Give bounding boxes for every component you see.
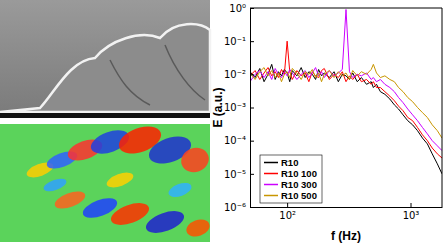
y-tick-label: 10⁻⁴ <box>224 135 246 146</box>
legend-swatch <box>264 173 278 175</box>
x-axis-title: f (Hz) <box>331 229 361 243</box>
legend-swatch <box>264 162 278 164</box>
figure: 10² 10³ 10⁰ 10⁻¹ 10⁻² 10⁻³ 10⁻⁴ 10⁻⁵ 10⁻⁶ f (Hz) E… <box>0 0 448 252</box>
y-tick: 10⁻¹ <box>224 36 254 47</box>
y-tick-label: 10⁻¹ <box>224 36 246 47</box>
y-tick: 10⁻⁵ <box>224 169 254 180</box>
y-tick: 10⁻⁴ <box>224 135 254 146</box>
y-tick: 10⁻³ <box>224 102 254 113</box>
legend-swatch <box>264 195 278 197</box>
x-tick-label: 10³ <box>403 210 420 221</box>
y-tick-mark <box>250 74 254 75</box>
mode-image <box>0 124 210 242</box>
x-axis-line <box>251 207 443 208</box>
y-tick-mark <box>250 174 254 175</box>
mode-blob <box>184 216 212 239</box>
legend-label: R10 <box>281 157 298 168</box>
schlieren-plume <box>0 24 210 112</box>
mode-blob <box>105 170 135 191</box>
schlieren-structure <box>110 45 205 105</box>
schlieren-image <box>0 0 210 118</box>
legend: R10R10 100R10 300R10 500 <box>260 155 322 203</box>
chart: 10² 10³ 10⁰ 10⁻¹ 10⁻² 10⁻³ 10⁻⁴ 10⁻⁵ 10⁻⁶ f (Hz) E… <box>211 3 443 243</box>
y-tick-mark <box>250 41 254 42</box>
series-line <box>250 10 442 151</box>
mode-blob <box>143 207 187 238</box>
y-axis-title: E (a.u.) <box>211 87 225 127</box>
frame-right <box>442 8 443 207</box>
y-tick-label: 10⁰ <box>229 3 246 14</box>
x-tick-label: 10² <box>279 210 296 221</box>
x-tick-mark <box>287 203 288 207</box>
legend-swatch <box>264 184 278 186</box>
y-tick-label: 10⁻⁶ <box>224 202 246 213</box>
legend-label: R10 300 <box>281 179 317 190</box>
y-tick: 10⁻² <box>224 69 254 80</box>
y-tick-mark <box>250 108 254 109</box>
mode-blob <box>53 188 88 212</box>
frame-top <box>250 8 442 9</box>
legend-label: R10 100 <box>281 168 317 179</box>
y-tick-label: 10⁻² <box>224 69 246 80</box>
y-tick-label: 10⁻³ <box>224 102 246 113</box>
x-axis: 10² 10³ <box>251 203 443 221</box>
schlieren-wall <box>0 113 210 118</box>
mode-blob <box>108 199 152 230</box>
x-tick: 10² <box>279 203 296 221</box>
legend-box <box>260 155 322 203</box>
series-line <box>250 64 442 138</box>
image-panels <box>0 0 212 242</box>
y-tick-mark <box>250 141 254 142</box>
y-tick-mark <box>250 207 254 208</box>
y-axis: 10⁰ 10⁻¹ 10⁻² 10⁻³ 10⁻⁴ 10⁻⁵ 10⁻⁶ <box>224 3 254 213</box>
lines <box>250 10 442 174</box>
mode-blob <box>42 176 68 194</box>
mode-blob <box>178 144 213 176</box>
legend-label: R10 500 <box>281 190 317 201</box>
y-tick-label: 10⁻⁵ <box>224 169 246 180</box>
series-line <box>250 41 442 158</box>
x-tick: 10³ <box>403 203 420 221</box>
x-tick-mark <box>411 203 412 207</box>
mode-blob <box>167 180 194 199</box>
y-tick: 10⁻⁶ <box>224 202 254 213</box>
